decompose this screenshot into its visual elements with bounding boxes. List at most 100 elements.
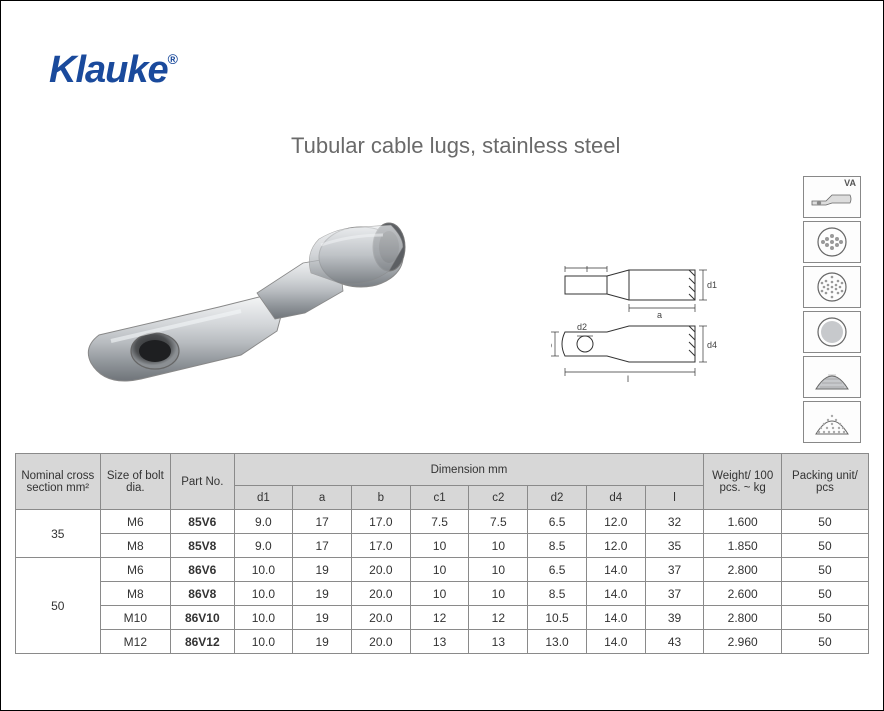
- brand-logo: Klauke®: [49, 49, 177, 92]
- cell-packing: 50: [781, 558, 868, 582]
- col-packing: Packing unit/ pcs: [781, 454, 868, 510]
- cell-l: 37: [645, 558, 704, 582]
- col-l: l: [645, 486, 704, 510]
- col-nominal: Nominal cross section mm²: [16, 454, 101, 510]
- col-a: a: [293, 486, 352, 510]
- dim-label-a: a: [657, 310, 662, 320]
- col-part: Part No.: [171, 454, 234, 510]
- cell-a: 19: [293, 582, 352, 606]
- col-c2: c2: [469, 486, 528, 510]
- dimension-diagram: a c1 c2 d1: [551, 266, 751, 386]
- table-row: M886V810.01920.010108.514.0372.60050: [16, 582, 869, 606]
- cell-b: 20.0: [351, 630, 410, 654]
- conductor-class-icon-2: [803, 266, 861, 308]
- sector-conductor-icon-2: [803, 401, 861, 443]
- cell-d4: 14.0: [586, 606, 645, 630]
- sector-conductor-icon-1: [803, 356, 861, 398]
- col-dimension-group: Dimension mm: [234, 454, 704, 486]
- material-va-icon: VA: [803, 176, 861, 218]
- cell-d2: 6.5: [528, 510, 587, 534]
- cell-c2: 7.5: [469, 510, 528, 534]
- cell-d1: 9.0: [234, 510, 293, 534]
- cell-d2: 6.5: [528, 558, 587, 582]
- cell-d4: 14.0: [586, 582, 645, 606]
- col-c1: c1: [410, 486, 469, 510]
- dim-label-c1: c1: [570, 266, 580, 268]
- cell-l: 37: [645, 582, 704, 606]
- spec-table: Nominal cross section mm² Size of bolt d…: [15, 453, 869, 654]
- cell-l: 43: [645, 630, 704, 654]
- cell-bolt: M12: [100, 630, 170, 654]
- cell-d1: 9.0: [234, 534, 293, 558]
- table-row: 35M685V69.01717.07.57.56.512.0321.60050: [16, 510, 869, 534]
- cell-c2: 10: [469, 582, 528, 606]
- cell-a: 19: [293, 630, 352, 654]
- cell-d4: 14.0: [586, 630, 645, 654]
- conductor-class-icon-1: [803, 221, 861, 263]
- dim-label-l: l: [627, 374, 629, 384]
- cell-part: 86V6: [171, 558, 234, 582]
- conductor-class-icon-3: [803, 311, 861, 353]
- cell-nominal: 35: [16, 510, 101, 558]
- cell-weight: 1.600: [704, 510, 782, 534]
- cell-b: 17.0: [351, 534, 410, 558]
- cell-bolt: M8: [100, 534, 170, 558]
- table-row: M1286V1210.01920.0131313.014.0432.96050: [16, 630, 869, 654]
- cell-b: 20.0: [351, 606, 410, 630]
- dim-label-d2: d2: [577, 322, 587, 332]
- table-row: M885V89.01717.010108.512.0351.85050: [16, 534, 869, 558]
- cell-c2: 13: [469, 630, 528, 654]
- dim-label-d4: d4: [707, 340, 717, 350]
- col-b: b: [351, 486, 410, 510]
- cell-l: 32: [645, 510, 704, 534]
- dim-label-d1: d1: [707, 280, 717, 290]
- col-d4: d4: [586, 486, 645, 510]
- cell-c2: 10: [469, 534, 528, 558]
- cell-c1: 10: [410, 582, 469, 606]
- cell-a: 19: [293, 606, 352, 630]
- cell-d2: 8.5: [528, 582, 587, 606]
- cell-nominal: 50: [16, 558, 101, 654]
- cell-d1: 10.0: [234, 630, 293, 654]
- cell-c2: 12: [469, 606, 528, 630]
- cell-weight: 2.800: [704, 606, 782, 630]
- cell-d2: 8.5: [528, 534, 587, 558]
- property-icon-stack: VA: [803, 176, 863, 446]
- col-d1: d1: [234, 486, 293, 510]
- cell-a: 19: [293, 558, 352, 582]
- cell-c1: 13: [410, 630, 469, 654]
- cell-l: 35: [645, 534, 704, 558]
- cell-d1: 10.0: [234, 582, 293, 606]
- cell-weight: 2.800: [704, 558, 782, 582]
- cell-part: 86V10: [171, 606, 234, 630]
- cell-b: 20.0: [351, 558, 410, 582]
- cell-b: 20.0: [351, 582, 410, 606]
- cell-d4: 12.0: [586, 510, 645, 534]
- cell-packing: 50: [781, 582, 868, 606]
- cell-d1: 10.0: [234, 558, 293, 582]
- col-d2: d2: [528, 486, 587, 510]
- dim-label-b: b: [551, 340, 552, 350]
- cell-l: 39: [645, 606, 704, 630]
- cell-c2: 10: [469, 558, 528, 582]
- brand-text: Klauke: [49, 49, 168, 91]
- cell-bolt: M6: [100, 558, 170, 582]
- cell-c1: 10: [410, 558, 469, 582]
- page-title: Tubular cable lugs, stainless steel: [291, 133, 620, 159]
- table-row: M1086V1010.01920.0121210.514.0392.80050: [16, 606, 869, 630]
- cell-c1: 10: [410, 534, 469, 558]
- registered-mark: ®: [168, 51, 177, 67]
- product-photo: [71, 191, 411, 401]
- cell-bolt: M6: [100, 510, 170, 534]
- cell-packing: 50: [781, 606, 868, 630]
- cell-d2: 10.5: [528, 606, 587, 630]
- table-row: 50M686V610.01920.010106.514.0372.80050: [16, 558, 869, 582]
- cell-d4: 12.0: [586, 534, 645, 558]
- cell-a: 17: [293, 510, 352, 534]
- cell-weight: 2.600: [704, 582, 782, 606]
- cell-a: 17: [293, 534, 352, 558]
- cell-weight: 1.850: [704, 534, 782, 558]
- cell-packing: 50: [781, 630, 868, 654]
- cell-weight: 2.960: [704, 630, 782, 654]
- dim-label-c2: c2: [591, 266, 601, 268]
